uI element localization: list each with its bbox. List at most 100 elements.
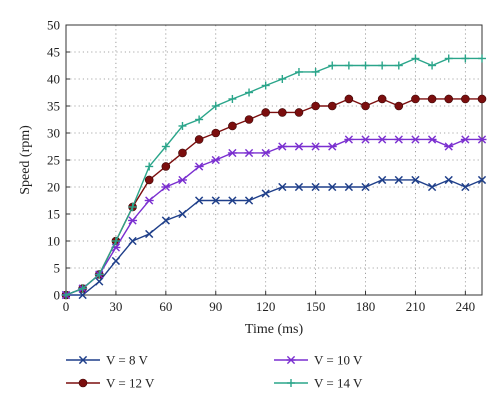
data-point-2-7 xyxy=(177,175,187,185)
axis-ticks: 0 5 10 15 20 25 30 35 40 45 50 0 30 60 90 120 150 180 210 2… xyxy=(47,18,475,315)
legend-marker-2 xyxy=(286,355,296,365)
y-tick-label-6: 30 xyxy=(47,126,60,141)
data-point-0-16 xyxy=(328,182,337,192)
series-line-3 xyxy=(65,57,482,296)
legend-label-1: V = 12 V xyxy=(106,376,155,391)
x-tick-label-0: 0 xyxy=(63,299,70,314)
data-point-1-25 xyxy=(477,94,487,104)
data-point-3-24 xyxy=(461,54,470,63)
data-point-2-14 xyxy=(294,142,304,151)
data-point-3-19 xyxy=(378,61,387,70)
series-group xyxy=(61,54,487,300)
data-point-2-20 xyxy=(394,135,404,144)
data-point-3-17 xyxy=(344,61,353,70)
data-point-3-5 xyxy=(145,162,154,171)
data-point-2-9 xyxy=(211,155,221,165)
data-point-3-15 xyxy=(311,67,320,76)
data-point-2-12 xyxy=(261,148,271,158)
legend-marker-3 xyxy=(287,379,295,387)
data-point-2-18 xyxy=(361,135,371,144)
y-tick-label-7: 35 xyxy=(47,99,60,114)
legend-entry-1: V = 12 V xyxy=(66,376,155,391)
data-point-0-14 xyxy=(294,182,304,192)
data-point-3-2 xyxy=(95,270,104,279)
data-point-1-8 xyxy=(194,135,204,144)
legend-marker-1 xyxy=(78,378,88,388)
data-point-2-16 xyxy=(327,142,337,151)
data-point-2-8 xyxy=(194,162,204,171)
data-point-0-13 xyxy=(278,182,287,192)
y-tick-label-2: 10 xyxy=(47,234,60,249)
data-point-2-17 xyxy=(344,135,354,144)
legend-label-2: V = 10 V xyxy=(314,353,363,368)
data-point-3-7 xyxy=(178,121,187,130)
legend-entry-2: V = 10 V xyxy=(274,353,363,368)
data-point-0-19 xyxy=(378,175,387,185)
data-point-3-8 xyxy=(195,115,204,124)
data-point-0-12 xyxy=(261,189,270,198)
legend-entry-0: V = 8 V xyxy=(66,353,149,368)
series-line-0 xyxy=(66,179,483,296)
data-point-1-20 xyxy=(394,101,404,111)
series-line-1 xyxy=(65,98,482,296)
data-point-2-11 xyxy=(244,148,254,158)
series-line-2 xyxy=(65,138,482,296)
data-point-0-10 xyxy=(228,196,237,205)
data-point-2-5 xyxy=(144,196,154,205)
data-point-0-7 xyxy=(178,209,187,219)
data-point-3-22 xyxy=(428,61,437,70)
data-point-1-18 xyxy=(361,101,370,111)
data-point-0-9 xyxy=(211,196,220,205)
y-tick-label-0: 0 xyxy=(54,288,61,303)
data-point-0-23 xyxy=(444,175,453,185)
data-point-1-17 xyxy=(344,94,354,104)
data-point-0-15 xyxy=(311,182,320,192)
data-point-0-6 xyxy=(161,216,170,225)
data-point-2-6 xyxy=(161,182,171,192)
x-tick-label-6: 180 xyxy=(356,299,376,314)
data-point-0-4 xyxy=(128,236,137,246)
y-axis-title: Speed (rpm) xyxy=(18,125,33,195)
data-point-3-11 xyxy=(245,88,254,97)
data-point-1-5 xyxy=(144,175,154,185)
y-tick-label-9: 45 xyxy=(47,45,60,60)
data-point-0-5 xyxy=(145,229,154,239)
grid-lines xyxy=(66,25,482,295)
data-point-1-19 xyxy=(377,94,387,104)
data-point-3-14 xyxy=(294,67,303,76)
data-point-2-13 xyxy=(277,142,287,151)
data-point-1-11 xyxy=(244,115,254,124)
data-point-0-8 xyxy=(194,196,204,205)
data-point-1-6 xyxy=(161,162,171,171)
series-0 xyxy=(61,175,487,300)
data-point-3-21 xyxy=(411,54,420,63)
data-point-3-10 xyxy=(228,94,237,103)
data-point-1-9 xyxy=(211,128,221,138)
data-point-3-0 xyxy=(62,291,70,299)
data-point-1-7 xyxy=(178,148,187,158)
data-point-3-13 xyxy=(278,75,287,83)
series-2 xyxy=(61,135,487,300)
data-point-3-3 xyxy=(111,237,120,245)
x-tick-label-7: 210 xyxy=(406,299,426,314)
data-point-1-10 xyxy=(228,121,237,131)
y-tick-label-4: 20 xyxy=(47,180,60,195)
series-3 xyxy=(62,54,486,299)
y-tick-label-3: 15 xyxy=(47,207,60,222)
data-point-3-23 xyxy=(444,54,453,63)
data-point-1-13 xyxy=(278,108,287,117)
data-point-2-23 xyxy=(444,142,454,151)
data-point-2-4 xyxy=(128,216,138,225)
data-point-0-11 xyxy=(244,196,254,205)
data-point-2-19 xyxy=(377,135,387,144)
data-point-2-22 xyxy=(427,135,437,144)
y-tick-label-5: 25 xyxy=(47,153,60,168)
x-tick-label-4: 120 xyxy=(256,299,276,314)
data-point-1-22 xyxy=(427,94,437,104)
data-point-3-4 xyxy=(128,202,137,211)
x-tick-label-8: 240 xyxy=(456,299,476,314)
data-point-3-20 xyxy=(394,61,403,70)
data-point-0-25 xyxy=(477,175,487,185)
data-point-0-3 xyxy=(111,256,121,266)
